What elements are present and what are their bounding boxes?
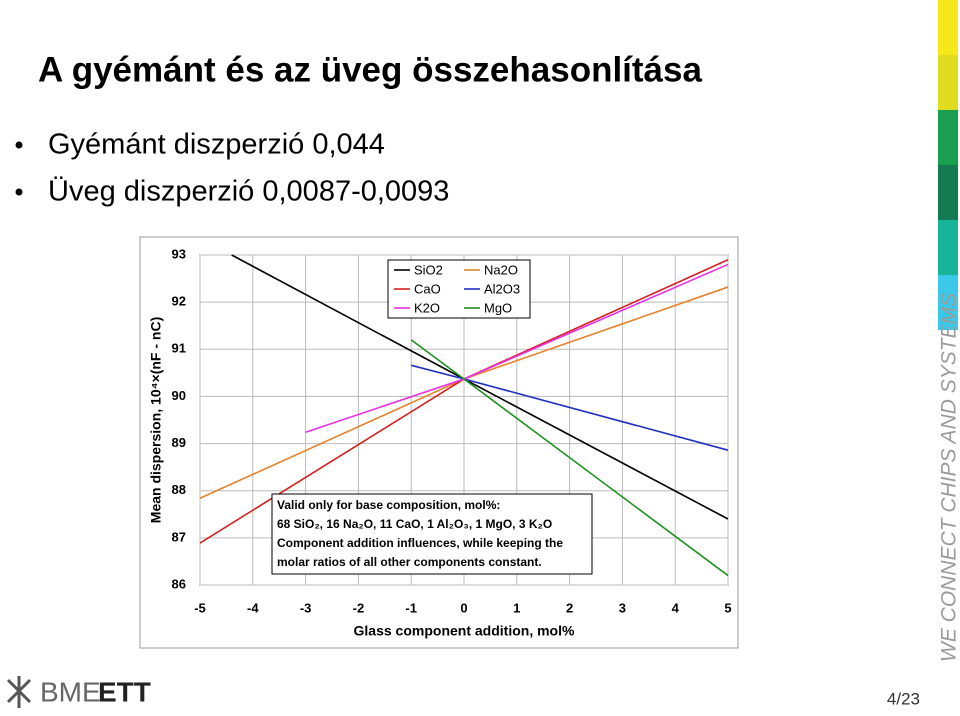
x-tick-label: 0: [460, 600, 467, 615]
bullet: [15, 141, 23, 149]
x-tick-label: -2: [353, 600, 365, 615]
side-bar: [938, 275, 958, 330]
logo-text: BME: [40, 676, 101, 707]
legend-label: Na2O: [484, 262, 518, 277]
x-axis-label: Glass component addition, mol%: [354, 623, 575, 639]
y-tick-label: 87: [172, 529, 186, 544]
logo: BME ETT: [6, 676, 151, 708]
side-bar: [938, 165, 958, 220]
annotation-text: Valid only for base composition, mol%:: [277, 498, 500, 512]
x-tick-label: 5: [724, 600, 731, 615]
y-tick-label: 93: [172, 246, 186, 261]
y-tick-label: 90: [172, 388, 186, 403]
y-axis-label: Mean dispersion, 10⁴×(nF - nC): [148, 317, 164, 523]
tagline: WE CONNECT CHIPS AND SYSTEMS: [938, 293, 960, 662]
side-bar: [938, 110, 958, 165]
annotation-box: [271, 493, 593, 575]
x-tick-label: 4: [672, 600, 680, 615]
x-tick-label: 1: [513, 600, 520, 615]
x-tick-label: -1: [405, 600, 417, 615]
series-line: [410, 339, 729, 577]
x-tick-label: -4: [247, 600, 259, 615]
legend-label: K2O: [414, 300, 440, 315]
y-tick-label: 88: [172, 482, 186, 497]
x-tick-label: -5: [194, 600, 206, 615]
y-tick-label: 92: [172, 294, 186, 309]
legend-label: Al2O3: [484, 281, 520, 296]
slide-title: A gyémánt és az üveg összehasonlítása: [38, 50, 702, 89]
bullet: [15, 188, 23, 196]
logo-icon: [6, 676, 32, 708]
legend-box: [387, 259, 531, 319]
bullet-text: Gyémánt diszperzió 0,044: [48, 129, 385, 161]
annotation-text: molar ratios of all other components con…: [277, 555, 542, 569]
side-bar: [938, 0, 958, 55]
x-tick-label: 3: [619, 600, 626, 615]
page-number: 4/23: [887, 689, 920, 708]
chart: -5 -4 -3 -2 -1 0 1 2 3 4 5 86 87 88 89 90 91 92 93 Glass co…: [139, 236, 739, 649]
x-tick-label: 2: [566, 600, 573, 615]
legend-label: SiO2: [414, 262, 443, 277]
logo-text: ETT: [98, 676, 151, 707]
x-tick-label: -3: [300, 600, 312, 615]
y-tick-label: 91: [172, 341, 186, 356]
side-bar: [938, 220, 958, 275]
annotation-text: Component addition influences, while kee…: [277, 536, 563, 550]
y-tick-label: 89: [172, 435, 186, 450]
side-bar: [938, 55, 958, 110]
bullet-text: Üveg diszperzió 0,0087-0,0093: [48, 176, 449, 208]
y-tick-label: 86: [172, 576, 186, 591]
legend-label: MgO: [484, 300, 512, 315]
legend-label: CaO: [414, 281, 441, 296]
annotation-text: 68 SiO₂, 16 Na₂O, 11 CaO, 1 Al₂O₃, 1 MgO…: [277, 517, 552, 531]
